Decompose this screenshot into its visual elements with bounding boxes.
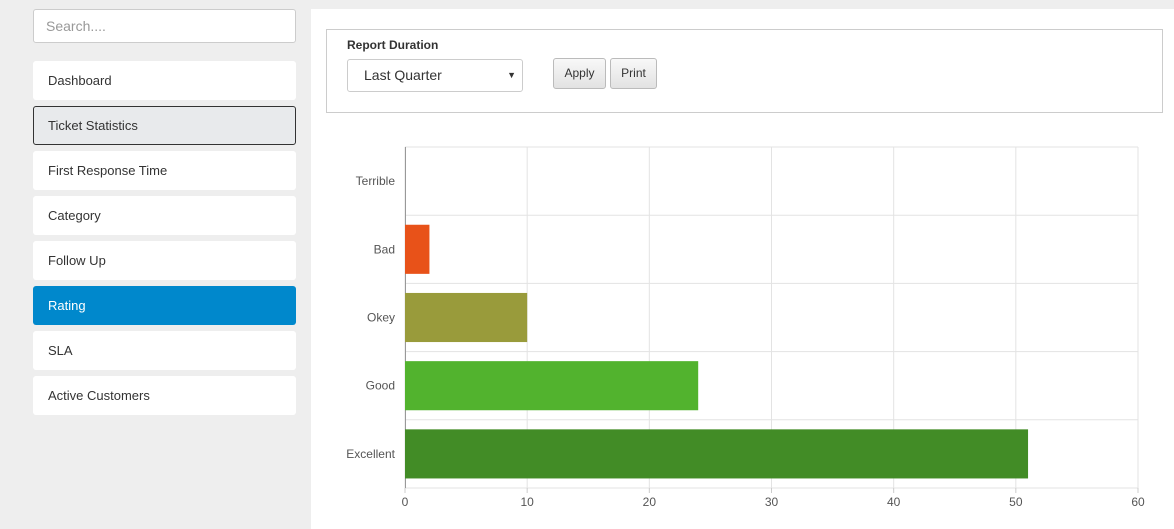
y-tick-label-terrible: Terrible xyxy=(356,174,396,188)
report-filter-panel: Report Duration Last Quarter ▼ Apply Pri… xyxy=(326,29,1163,113)
sidebar: Dashboard Ticket Statistics First Respon… xyxy=(0,0,311,529)
y-tick-label-okey: Okey xyxy=(367,311,395,325)
y-tick-label-bad: Bad xyxy=(374,242,395,256)
bar-bad[interactable] xyxy=(405,224,430,274)
x-tick-label: 30 xyxy=(765,495,779,509)
apply-button[interactable]: Apply xyxy=(553,58,606,89)
sidebar-item-active-customers[interactable]: Active Customers xyxy=(33,376,296,415)
sidebar-item-dashboard[interactable]: Dashboard xyxy=(33,61,296,100)
bar-excellent[interactable] xyxy=(405,429,1029,479)
chevron-down-icon: ▼ xyxy=(507,70,516,80)
search-input[interactable] xyxy=(33,9,296,43)
sidebar-item-follow-up[interactable]: Follow Up xyxy=(33,241,296,280)
print-button[interactable]: Print xyxy=(610,58,657,89)
sidebar-item-ticket-statistics[interactable]: Ticket Statistics xyxy=(33,106,296,145)
bar-good[interactable] xyxy=(405,361,699,411)
report-duration-label: Report Duration xyxy=(347,38,439,52)
sidebar-item-first-response-time[interactable]: First Response Time xyxy=(33,151,296,190)
x-tick-label: 20 xyxy=(643,495,657,509)
x-tick-label: 50 xyxy=(1009,495,1023,509)
x-tick-label: 60 xyxy=(1131,495,1145,509)
y-tick-label-excellent: Excellent xyxy=(346,447,395,461)
sidebar-nav: Dashboard Ticket Statistics First Respon… xyxy=(33,61,296,421)
x-tick-label: 40 xyxy=(887,495,901,509)
sidebar-item-sla[interactable]: SLA xyxy=(33,331,296,370)
report-duration-value: Last Quarter xyxy=(364,67,442,83)
sidebar-item-rating[interactable]: Rating xyxy=(33,286,296,325)
x-tick-label: 10 xyxy=(520,495,534,509)
report-duration-select[interactable]: Last Quarter ▼ xyxy=(347,59,523,92)
x-tick-label: 0 xyxy=(402,495,409,509)
rating-bar-chart: 0 10 20 30 40 50 60 Terrible Bad Okey Good Excellen… xyxy=(346,146,1145,509)
sidebar-item-category[interactable]: Category xyxy=(33,196,296,235)
bar-okey[interactable] xyxy=(405,292,528,343)
y-tick-label-good: Good xyxy=(366,379,395,393)
main-content: Report Duration Last Quarter ▼ Apply Pri… xyxy=(311,9,1174,529)
